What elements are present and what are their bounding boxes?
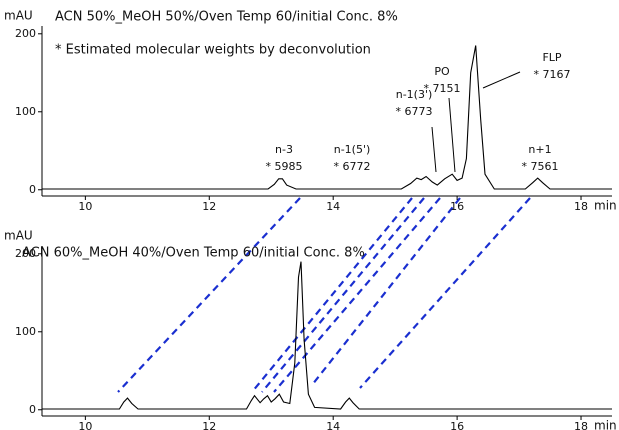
x-tick-label: 12 [202, 200, 216, 213]
y-tick-label: 200 [15, 247, 36, 260]
y-tick-label: 200 [15, 27, 36, 40]
peak-label: n+1 [528, 143, 551, 156]
connector [261, 197, 425, 393]
connector [117, 197, 301, 393]
x-tick-label: 10 [78, 420, 92, 430]
peak-label: FLP [542, 51, 561, 64]
peak-label: PO [434, 65, 450, 78]
y-tick-label: 0 [29, 183, 36, 196]
chart-title: ACN 60%_MeOH 40%/Oven Temp 60/initial Co… [22, 246, 365, 261]
chart-subtitle: * Estimated molecular weights by deconvo… [55, 43, 371, 58]
trace [42, 45, 612, 190]
x-tick-label: 18 [574, 200, 588, 213]
y-axis-label: mAU [4, 229, 33, 243]
connector [251, 197, 413, 393]
y-tick-label: 100 [15, 325, 36, 338]
x-axis-label: min [594, 199, 617, 213]
peak-mw: * 7167 [534, 68, 571, 81]
x-tick-label: 14 [326, 200, 340, 213]
peak-mw: * 6773 [396, 105, 433, 118]
x-tick-label: 16 [450, 420, 464, 430]
y-tick-label: 100 [15, 105, 36, 118]
connector [273, 197, 441, 393]
connector [359, 197, 531, 389]
x-tick-label: 14 [326, 420, 340, 430]
peak-mw: * 5985 [266, 160, 303, 173]
x-tick-label: 16 [450, 200, 464, 213]
x-axis-label: min [594, 419, 617, 430]
leader-line [431, 126, 437, 173]
leader-line [448, 97, 456, 173]
x-tick-label: 10 [78, 200, 92, 213]
connector [311, 197, 461, 386]
x-tick-label: 18 [574, 420, 588, 430]
peak-label: n-1(3') [396, 88, 433, 101]
peak-mw: * 7151 [424, 82, 461, 95]
trace [42, 261, 612, 410]
peak-label: n-1(5') [334, 143, 371, 156]
y-axis-label: mAU [4, 9, 33, 23]
peak-mw: * 7561 [522, 160, 559, 173]
connector-lines [117, 197, 531, 393]
peak-mw: * 6772 [334, 160, 371, 173]
x-tick-label: 12 [202, 420, 216, 430]
chart-title: ACN 50%_MeOH 50%/Oven Temp 60/initial Co… [55, 10, 398, 25]
leader-line [482, 71, 521, 89]
peak-label: n-3 [275, 143, 293, 156]
y-tick-label: 0 [29, 403, 36, 416]
